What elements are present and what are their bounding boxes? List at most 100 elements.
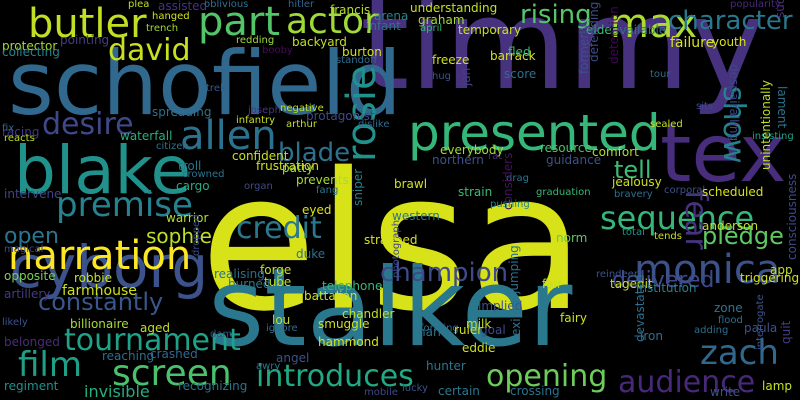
word-reacts: reacts <box>4 133 35 144</box>
word-narration: narration <box>8 233 192 279</box>
word-rising: rising <box>520 0 592 30</box>
word-dropped: dropped <box>191 214 202 256</box>
word-desire: desire <box>42 107 134 142</box>
word-realising: realising <box>214 267 265 281</box>
word-pledge: pledge <box>702 222 784 250</box>
word-zach: zach <box>700 333 779 373</box>
word-tends: tends <box>654 231 682 242</box>
word-racing: racing <box>2 125 40 139</box>
word-exiled: exiled <box>509 300 523 336</box>
word-hitler: hitler <box>288 0 315 10</box>
word-arena: arena <box>374 9 409 23</box>
word-burton: burton <box>342 45 382 59</box>
word-likely: likely <box>2 317 28 328</box>
word-tell: tell <box>614 156 652 184</box>
word-anderson: anderson <box>702 219 759 233</box>
word-crowned: crowned <box>182 169 225 180</box>
word-billionaire: billionaire <box>70 317 129 331</box>
word-character: character <box>668 6 793 36</box>
word-delivered: delivered <box>612 268 715 293</box>
word-sits: sits <box>696 101 714 112</box>
word-freeze: freeze <box>432 53 470 67</box>
word-smuggle: smuggle <box>318 317 370 331</box>
word-norm: norm <box>556 231 588 245</box>
word-forming: forming <box>420 323 459 334</box>
word-implied: implied <box>478 299 523 313</box>
word-youth: youth <box>712 35 747 49</box>
word-david: david <box>108 33 191 68</box>
word-detention: detention <box>607 6 621 64</box>
word-harm: harm <box>418 325 450 339</box>
word-hanged: hanged <box>152 11 190 22</box>
word-actor: actor <box>286 1 379 42</box>
word-film: film <box>18 345 82 385</box>
word-trench: trench <box>146 23 179 34</box>
word-tagedit: tagedit <box>610 277 653 291</box>
word-sophie: sophie <box>146 224 212 248</box>
word-scheduled: scheduled <box>702 185 764 199</box>
word-score: score <box>504 67 537 81</box>
word-lucky: lucky <box>402 383 428 394</box>
word-waterfall: waterfall <box>120 129 173 143</box>
word-tube: tube <box>264 275 292 289</box>
word-goal: goal <box>480 323 506 337</box>
word-blade: blade <box>278 138 351 168</box>
word-elder: elder <box>586 23 617 37</box>
word-booby: booby <box>262 45 293 56</box>
word-fair: fair <box>542 277 562 291</box>
word-blake: blake <box>14 132 192 209</box>
word-part: part <box>198 0 281 45</box>
word-burned: burned <box>228 277 271 291</box>
word-arthur: arthur <box>286 119 317 130</box>
word-strain: strain <box>458 185 493 199</box>
word-elsa: elsa <box>200 132 586 353</box>
word-jan: jan <box>459 67 473 86</box>
word-corporal: corporal <box>664 185 706 196</box>
word-champion: champion <box>380 258 509 288</box>
word-adding: adding <box>694 325 729 336</box>
word-recognizing: recognizing <box>178 379 248 393</box>
word-infantry: infantry <box>236 115 276 126</box>
word-duke: duke <box>296 247 326 261</box>
word-crashed: crashed <box>150 347 198 361</box>
word-introduces: introduces <box>256 359 414 394</box>
word-negative: negative <box>280 103 324 114</box>
word-insisting: insisting <box>752 131 794 142</box>
word-unintentionally: unintentionally <box>759 80 773 170</box>
word-jumping: jumping <box>507 245 521 294</box>
word-telephone: telephone <box>322 279 383 293</box>
word-hammond: hammond <box>318 335 379 349</box>
word-failure: failure <box>670 35 715 51</box>
word-angel: angel <box>276 351 310 365</box>
word-citizen: citizen <box>156 141 189 152</box>
word-available: available <box>612 23 667 37</box>
word-standoff: standoff <box>336 55 377 66</box>
word-cargo: cargo <box>176 179 210 193</box>
word-rat: rat <box>488 151 503 162</box>
word-dislike: dislike <box>358 119 390 130</box>
word-tournament: tournament <box>64 323 241 358</box>
word-monica: monica <box>634 247 781 293</box>
word-invisible: invisible <box>84 382 150 400</box>
word-lou: lou <box>272 313 291 327</box>
word-pushing: pushing <box>490 199 530 210</box>
word-prevents: prevents <box>296 173 349 187</box>
word-sniper: sniper <box>351 168 365 206</box>
word-backyard: backyard <box>292 35 347 49</box>
word-tour: tour <box>650 69 671 80</box>
word-graham: graham <box>418 13 465 27</box>
word-farmhouse: farmhouse <box>62 283 137 299</box>
word-temporary: temporary <box>458 23 522 37</box>
word-confident: confident <box>232 149 289 163</box>
word-hunter: hunter <box>426 359 466 373</box>
word-eddie: eddie <box>462 341 496 355</box>
word-oblivious: oblivious <box>204 0 249 10</box>
word-tex: tex <box>660 107 787 200</box>
word-opening: opening <box>486 359 608 394</box>
word-popularity: popularity <box>730 0 781 10</box>
word-max: max <box>610 1 698 47</box>
word-fang: fang <box>316 185 339 196</box>
word-barrack: barrack <box>490 49 536 63</box>
word-constantly: constantly <box>38 288 164 316</box>
word-jealousy: jealousy <box>612 175 662 189</box>
